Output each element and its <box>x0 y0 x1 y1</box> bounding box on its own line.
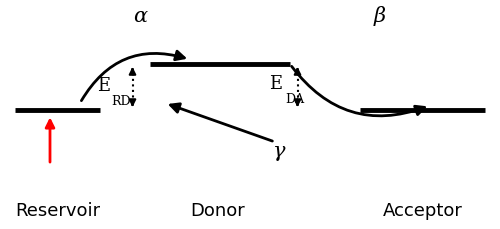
Text: β: β <box>374 6 386 26</box>
Text: Donor: Donor <box>190 202 245 220</box>
Text: α: α <box>133 7 147 25</box>
Text: Reservoir: Reservoir <box>15 202 100 220</box>
Text: DA: DA <box>285 93 304 106</box>
Text: E: E <box>98 77 110 95</box>
Text: γ: γ <box>272 142 285 161</box>
Text: E: E <box>270 75 282 93</box>
Text: RD: RD <box>112 95 131 108</box>
Text: Acceptor: Acceptor <box>382 202 462 220</box>
